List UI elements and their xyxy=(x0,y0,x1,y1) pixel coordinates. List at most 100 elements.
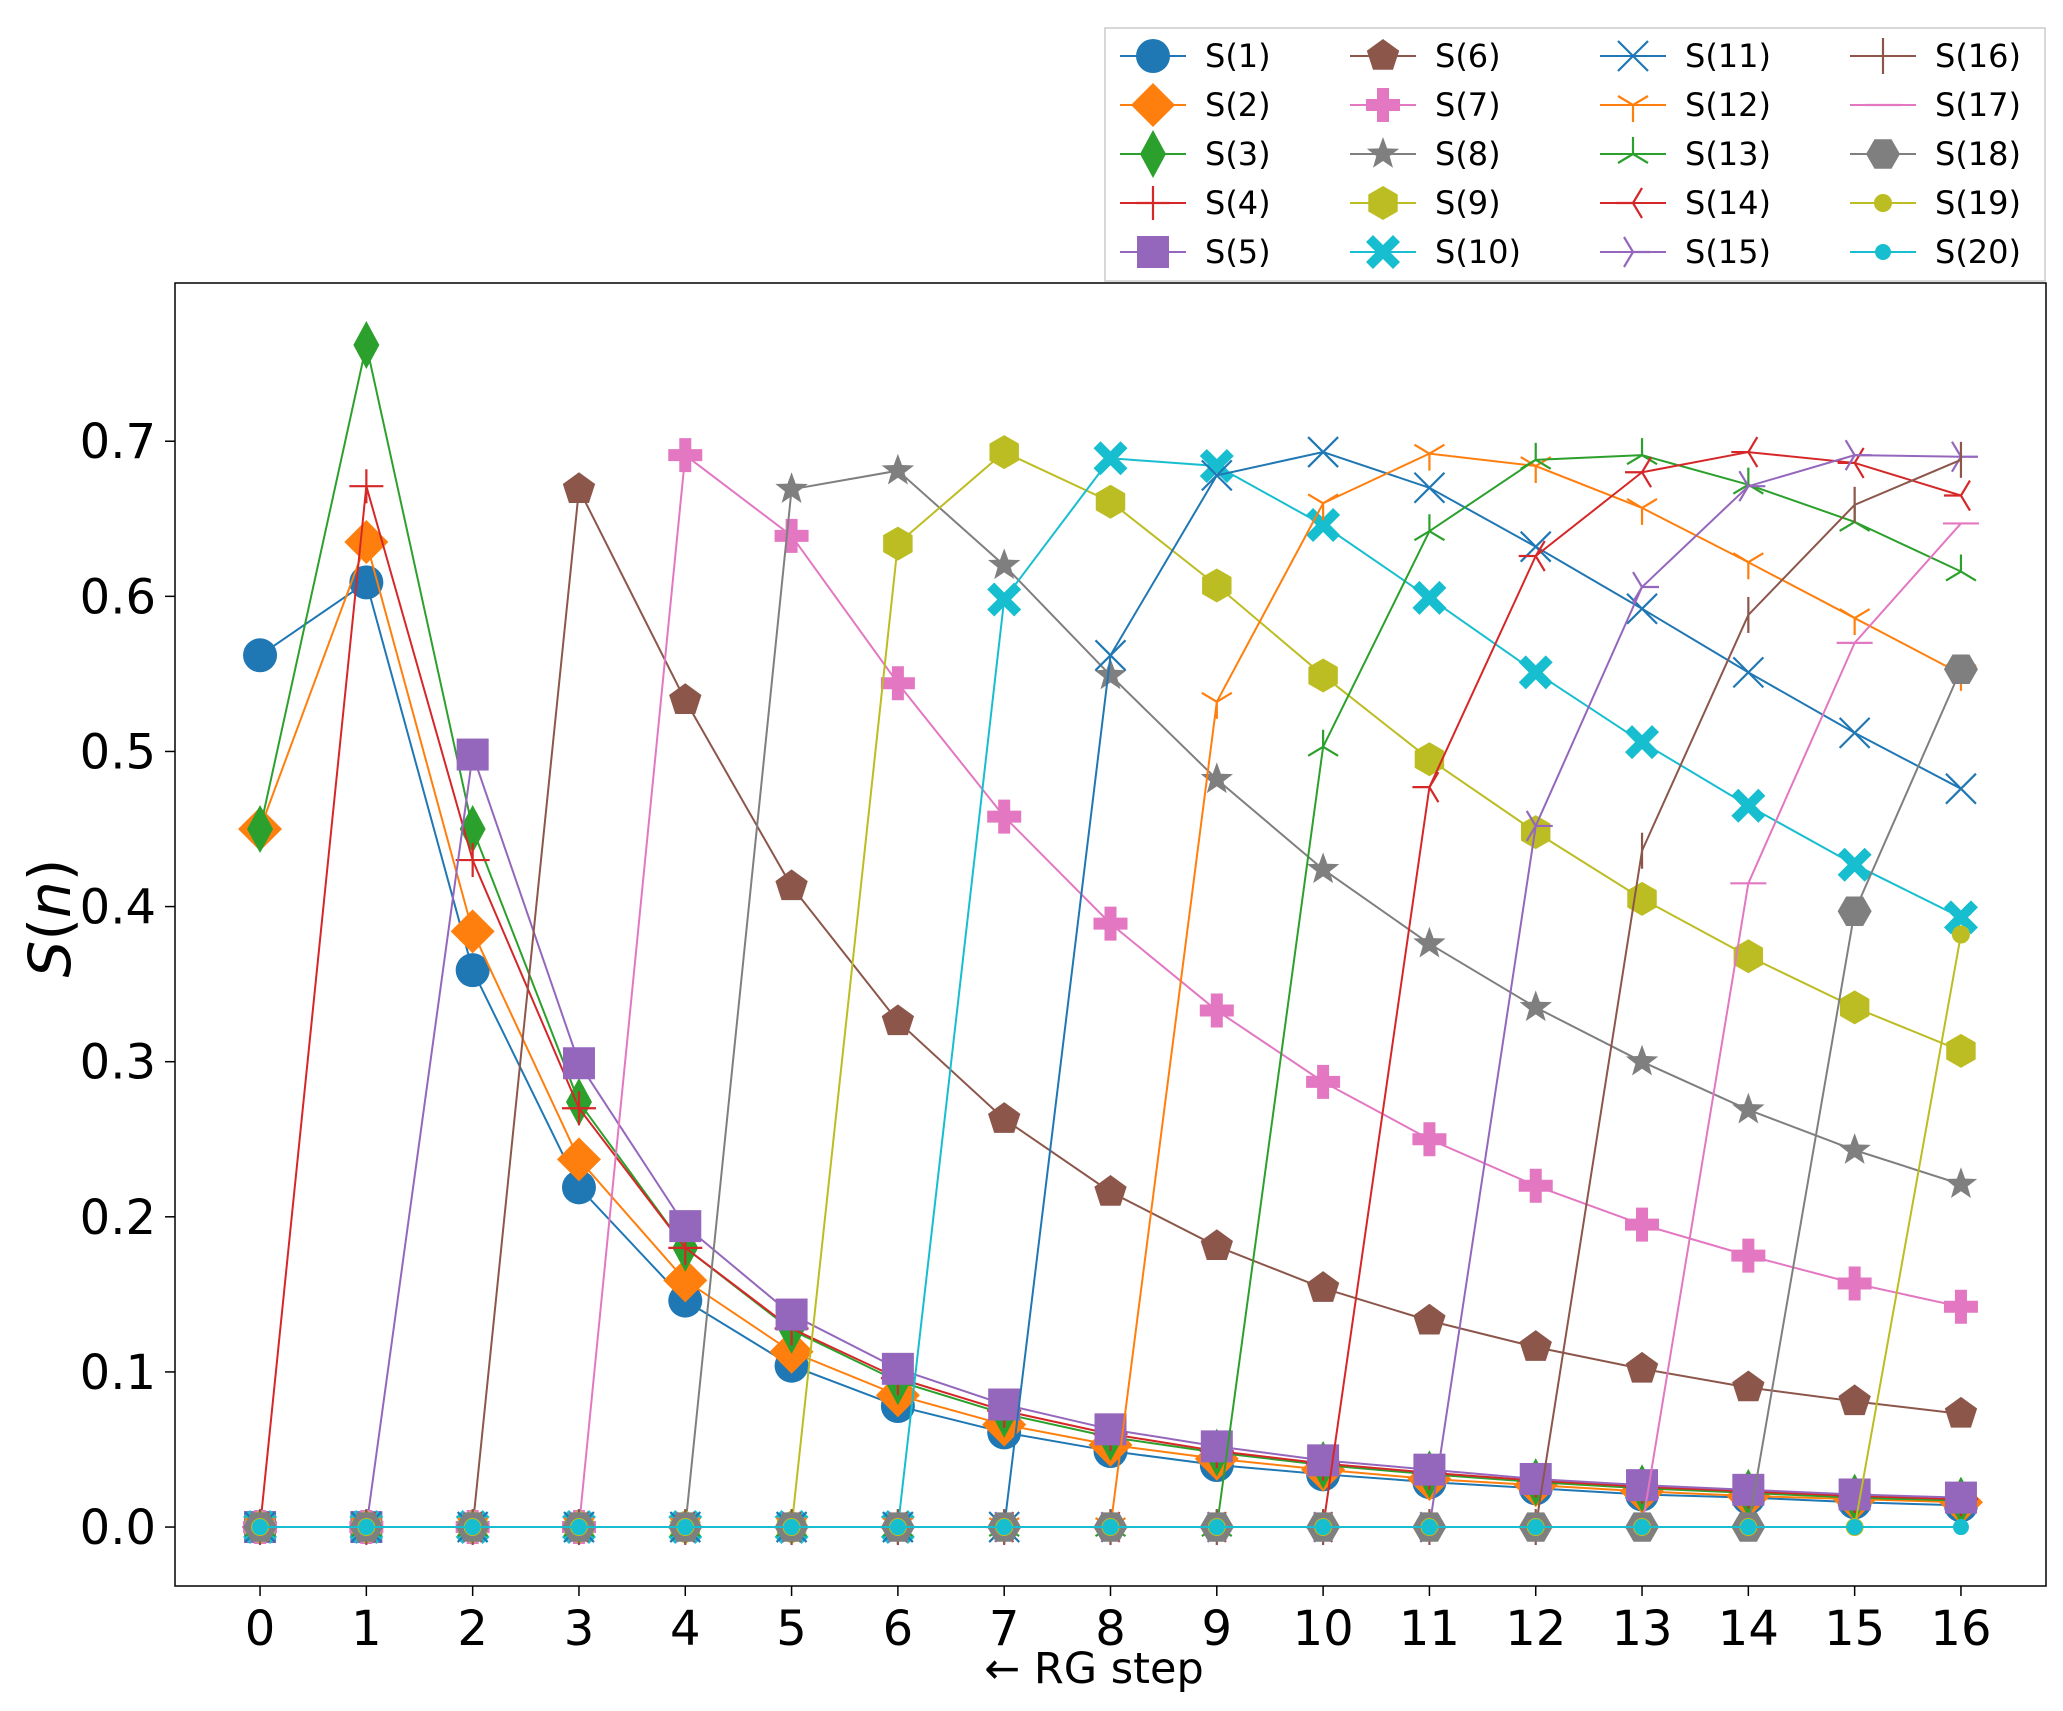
legend-marker xyxy=(1140,130,1166,178)
data-point xyxy=(1413,514,1445,542)
data-point xyxy=(1944,1396,1978,1428)
data-point xyxy=(988,1102,1021,1133)
legend-label: S(4) xyxy=(1205,184,1271,222)
data-point xyxy=(1838,1478,1871,1511)
data-point xyxy=(881,1352,914,1385)
data-point xyxy=(663,1258,708,1303)
data-point xyxy=(1627,881,1657,916)
data-point xyxy=(1208,1519,1225,1536)
y-tick-label: 0.4 xyxy=(80,880,156,936)
data-point xyxy=(1943,654,1978,684)
series-layer xyxy=(238,321,1983,1546)
x-tick-label: 15 xyxy=(1824,1601,1885,1657)
legend-label: S(18) xyxy=(1935,135,2021,173)
data-point xyxy=(1837,847,1872,882)
data-point xyxy=(1732,1370,1765,1402)
legend-item: S(19) xyxy=(1850,184,2021,222)
data-point xyxy=(1519,990,1552,1022)
legend-label: S(10) xyxy=(1435,233,1521,271)
legend-item: S(16) xyxy=(1850,37,2021,75)
data-point xyxy=(1943,1289,1978,1324)
data-point xyxy=(1837,1266,1872,1301)
data-point xyxy=(880,666,915,701)
data-point xyxy=(1732,1092,1765,1124)
data-point xyxy=(455,843,490,878)
data-point xyxy=(883,526,913,561)
data-point xyxy=(1626,497,1658,525)
legend-label: S(13) xyxy=(1685,135,1771,173)
data-point xyxy=(1838,1384,1871,1416)
legend-item: S(5) xyxy=(1120,233,1271,271)
legend-label: S(1) xyxy=(1205,37,1271,75)
legend-marker xyxy=(1366,39,1400,70)
data-point xyxy=(1943,479,1971,512)
legend-label: S(5) xyxy=(1205,233,1271,271)
data-point xyxy=(1944,1167,1978,1198)
data-point xyxy=(459,805,486,854)
data-point xyxy=(353,321,380,370)
x-tick-label: 7 xyxy=(989,1601,1020,1657)
x-tick-label: 12 xyxy=(1505,1601,1566,1657)
x-tick-label: 1 xyxy=(351,1601,382,1657)
data-point xyxy=(1732,656,1765,689)
legend-marker xyxy=(1137,236,1169,268)
data-point xyxy=(1315,1519,1332,1536)
data-point xyxy=(1307,493,1339,521)
x-tick-label: 4 xyxy=(670,1601,701,1657)
data-point xyxy=(1306,507,1341,542)
data-point xyxy=(358,1519,375,1536)
data-point xyxy=(1306,1271,1340,1302)
legend-item: S(10) xyxy=(1350,233,1521,271)
legend-marker xyxy=(1617,40,1649,72)
y-axis-label-close: ) xyxy=(16,859,84,882)
data-point xyxy=(1421,1519,1438,1536)
legend-label: S(15) xyxy=(1685,233,1771,271)
y-axis-label-arg: n xyxy=(16,881,84,918)
data-point xyxy=(1093,441,1128,476)
data-point xyxy=(1625,1044,1659,1076)
data-point xyxy=(1731,436,1759,468)
data-point xyxy=(344,520,389,565)
legend-item: S(15) xyxy=(1600,233,1771,271)
data-point xyxy=(1412,580,1447,615)
data-point xyxy=(1838,717,1871,749)
data-point xyxy=(1634,1519,1651,1536)
data-point xyxy=(1412,1122,1447,1157)
data-point xyxy=(1202,568,1232,603)
data-point xyxy=(774,518,809,553)
data-point xyxy=(1733,939,1764,974)
data-point xyxy=(1200,1229,1233,1261)
data-point xyxy=(1094,639,1127,672)
data-point xyxy=(1518,1168,1553,1203)
data-point xyxy=(1944,1481,1977,1514)
data-point xyxy=(456,738,489,771)
legend-item: S(8) xyxy=(1350,135,1501,173)
legend-marker xyxy=(1131,83,1175,127)
legend-label: S(16) xyxy=(1935,37,2021,75)
axes-layer: 0 1 2 3 4 5 6 7 8 9 10 11 12 13 14 15 160.00.10.20.30.40… xyxy=(80,414,1992,1657)
legend-label: S(11) xyxy=(1685,37,1771,75)
data-point xyxy=(252,1519,269,1536)
legend-label: S(12) xyxy=(1685,86,1771,124)
data-point xyxy=(1625,1351,1659,1383)
data-point xyxy=(1731,1238,1766,1273)
data-point xyxy=(1952,1519,1969,1536)
data-point xyxy=(1945,554,1977,582)
data-point xyxy=(1731,788,1766,823)
data-point xyxy=(1413,926,1446,958)
legend-label: S(6) xyxy=(1435,37,1501,75)
data-point xyxy=(881,1004,915,1036)
y-axis-label-open: ( xyxy=(16,918,84,941)
data-point xyxy=(1626,1469,1659,1502)
data-point xyxy=(1626,592,1658,625)
data-point xyxy=(562,1047,595,1080)
data-point xyxy=(1518,540,1546,572)
data-point xyxy=(783,1519,800,1536)
legend-marker xyxy=(1616,187,1643,219)
data-point xyxy=(1412,771,1440,803)
legend-item: S(9) xyxy=(1350,184,1501,222)
legend-label: S(14) xyxy=(1685,184,1771,222)
data-point xyxy=(1525,810,1553,842)
data-point xyxy=(1838,1133,1871,1164)
